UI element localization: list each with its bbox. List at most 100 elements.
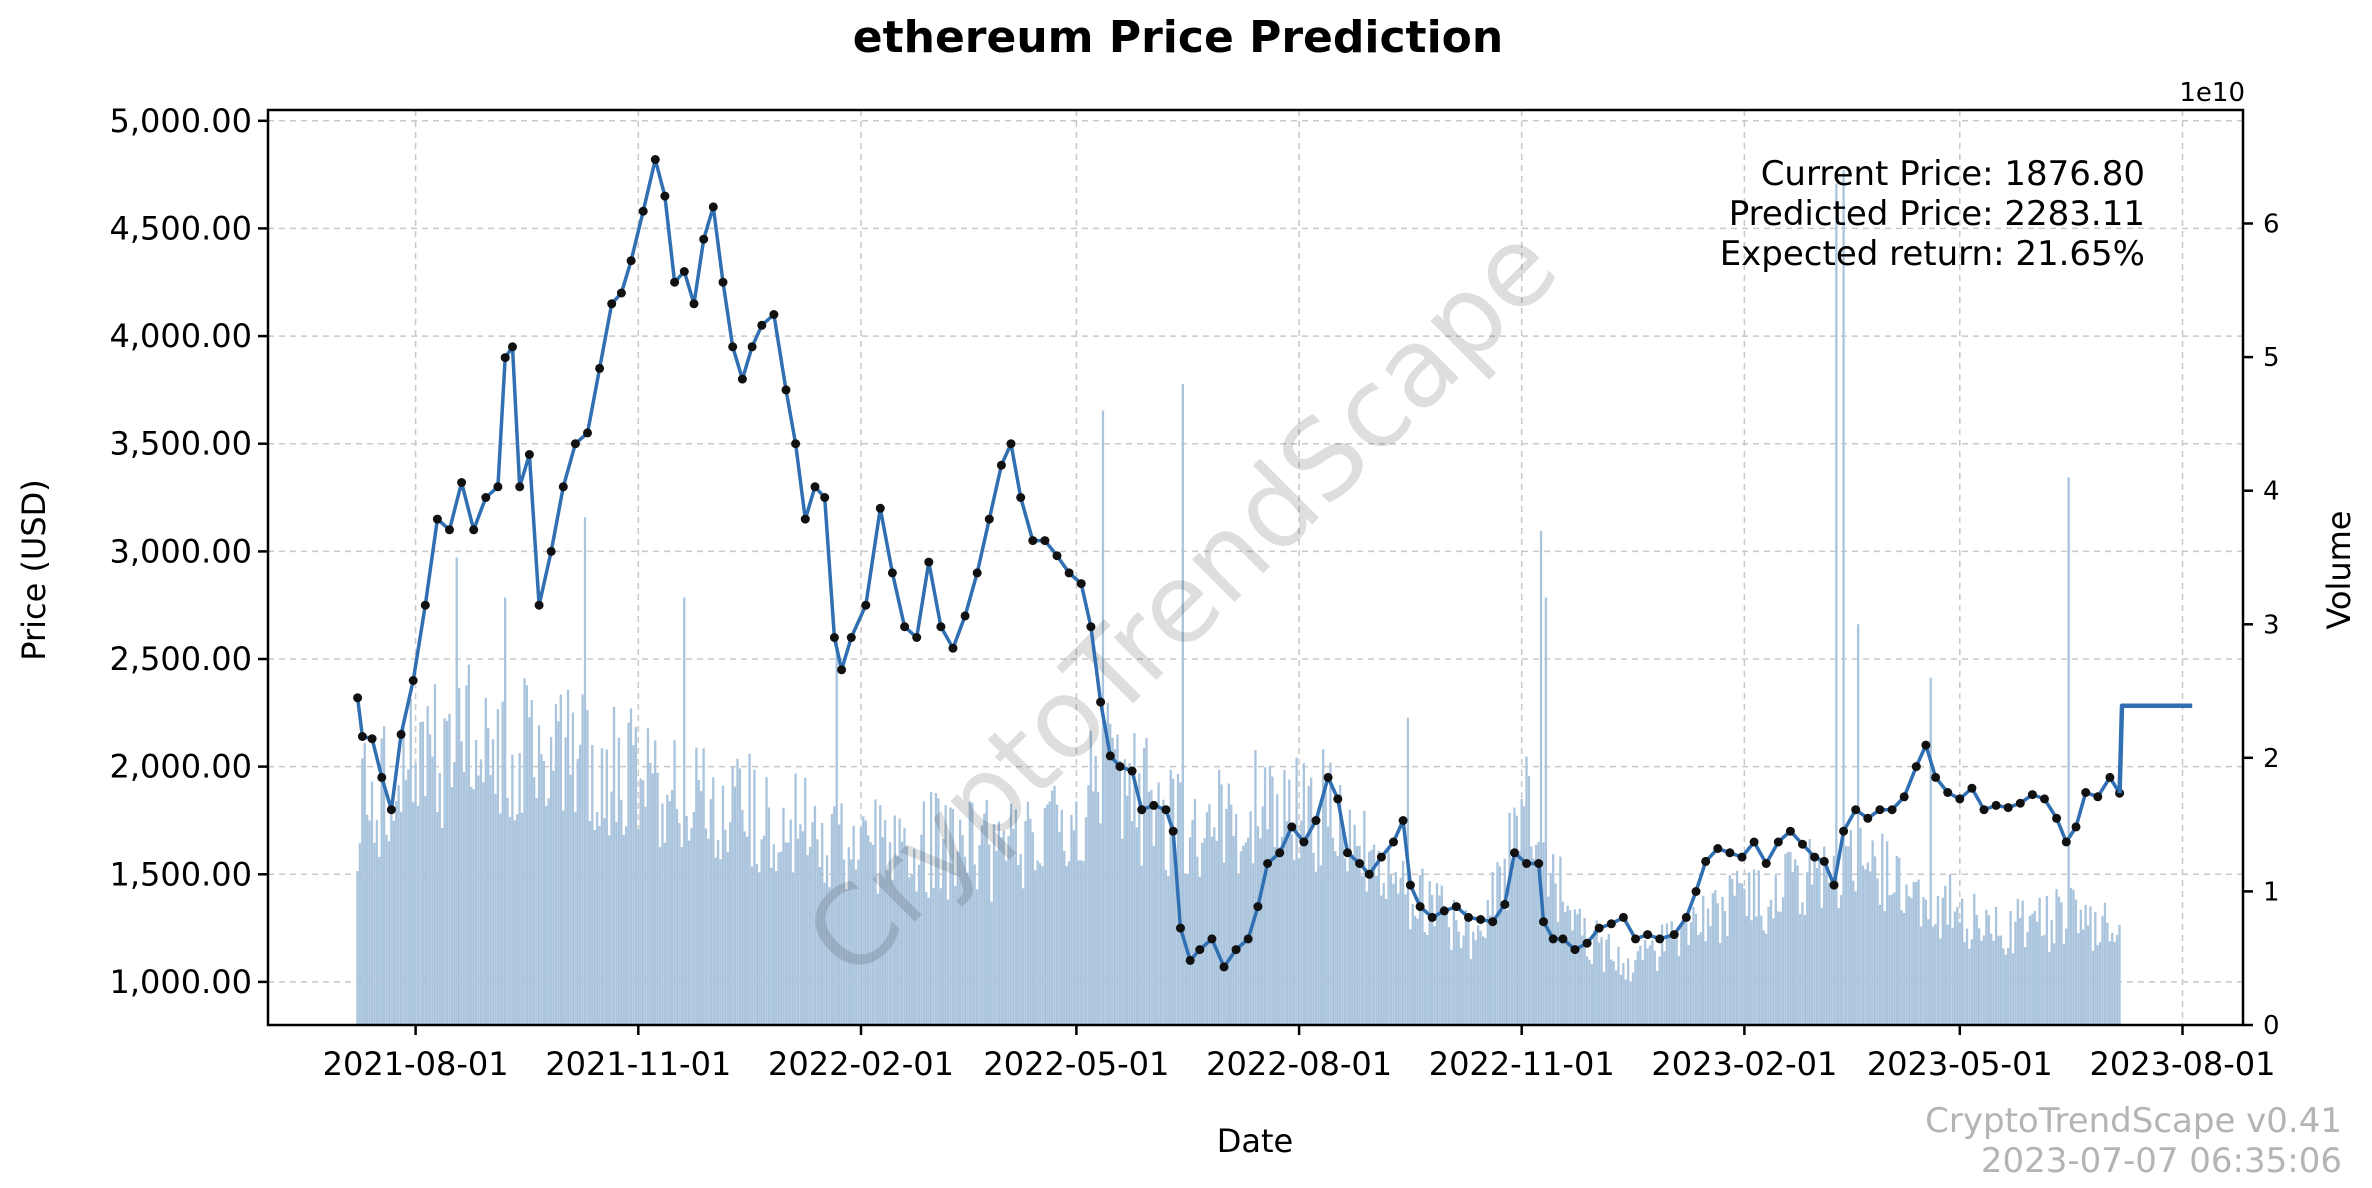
volume-bar — [530, 700, 533, 1025]
volume-bar — [450, 787, 454, 1025]
volume-bar — [472, 789, 475, 1025]
price-point — [837, 665, 847, 675]
volume-bar — [1607, 934, 1610, 1025]
volume-bar — [1430, 894, 1434, 1025]
volume-bar — [1058, 831, 1061, 1025]
volume-bar — [2074, 899, 2078, 1025]
price-point — [1219, 962, 1229, 972]
volume-bar — [1070, 814, 1073, 1025]
price-point — [1875, 805, 1885, 815]
volume-bar — [1699, 932, 1702, 1025]
volume-bar — [1116, 734, 1119, 1025]
volume-bar — [1878, 904, 1882, 1025]
volume-bar — [1745, 916, 1748, 1025]
y-tick-label: 1,000.00 — [110, 963, 253, 1001]
volume-bar — [1428, 881, 1431, 1025]
volume-bar — [770, 867, 773, 1025]
volume-bar — [2091, 950, 2095, 1025]
volume-bar — [707, 838, 710, 1025]
volume-bar — [719, 859, 722, 1025]
price-point — [679, 267, 689, 276]
y2-axis-label: Volume — [2320, 510, 2358, 629]
volume-bar — [867, 835, 870, 1025]
volume-bar — [1251, 863, 1255, 1025]
volume-bar — [1752, 869, 1756, 1025]
volume-bar — [1781, 897, 1785, 1025]
volume-bar — [487, 728, 490, 1025]
volume-bar — [1080, 860, 1083, 1025]
volume-bar — [1941, 897, 1944, 1025]
volume-bar — [1055, 804, 1059, 1025]
volume-bar — [704, 828, 708, 1025]
y2-offset-label: 1e10 — [2179, 78, 2245, 108]
volume-bar — [382, 726, 386, 1025]
price-point — [1376, 852, 1386, 862]
volume-bar — [2062, 943, 2065, 1025]
volume-bar — [1389, 875, 1393, 1025]
price-point — [1311, 816, 1321, 825]
price-point — [810, 482, 820, 492]
volume-bar — [1048, 801, 1051, 1025]
volume-bar — [767, 807, 771, 1025]
volume-bar — [1263, 767, 1267, 1025]
volume-bar — [1987, 915, 1990, 1025]
volume-bar — [1343, 858, 1347, 1025]
volume-bar — [748, 753, 751, 1025]
volume-bar — [1646, 948, 1649, 1025]
volume-bar — [2036, 921, 2039, 1025]
volume-bar — [416, 805, 420, 1025]
volume-bar — [1334, 851, 1337, 1025]
volume-bar — [501, 701, 504, 1025]
volume-bar — [1694, 913, 1698, 1025]
volume-bar — [864, 820, 867, 1025]
price-point — [1028, 536, 1038, 546]
volume-bar — [983, 813, 986, 1025]
volume-bar — [1489, 915, 1492, 1025]
volume-bar — [893, 815, 896, 1025]
volume-bar — [491, 739, 495, 1025]
volume-bar — [1774, 875, 1777, 1025]
volume-bar — [1697, 935, 1700, 1025]
volume-bar — [1075, 801, 1078, 1025]
volume-bar — [2033, 910, 2036, 1025]
price-point — [737, 374, 747, 384]
volume-bar — [1060, 809, 1063, 1025]
volume-bar — [608, 835, 611, 1025]
volume-bar — [1493, 917, 1497, 1025]
volume-bar — [951, 809, 955, 1025]
volume-bar — [1491, 871, 1494, 1025]
volume-bar — [750, 866, 754, 1025]
volume-bar — [1172, 778, 1175, 1025]
volume-bar — [421, 721, 424, 1025]
volume-bar — [724, 829, 727, 1025]
volume-bar — [985, 799, 988, 1025]
volume-bar — [968, 801, 971, 1025]
volume-bar — [453, 762, 456, 1025]
volume-bar — [370, 781, 374, 1025]
volume-bar — [1007, 836, 1010, 1025]
volume-bar — [1510, 872, 1514, 1025]
price-point — [2071, 822, 2081, 832]
price-point — [1643, 930, 1653, 940]
volume-bar — [496, 709, 500, 1025]
volume-bar — [477, 775, 480, 1025]
volume-bar — [1121, 838, 1124, 1025]
volume-bar — [1576, 914, 1579, 1025]
price-point — [1323, 772, 1333, 782]
volume-bar — [2004, 954, 2007, 1025]
volume-bar — [741, 809, 744, 1025]
volume-bar — [1375, 875, 1378, 1025]
volume-bar — [1535, 844, 1538, 1025]
volume-bar — [927, 897, 930, 1025]
volume-bar — [1854, 891, 1857, 1025]
volume-bar — [1418, 875, 1422, 1025]
volume-bar — [1934, 923, 1937, 1025]
volume-bar — [1087, 785, 1090, 1025]
volume-bar — [1046, 804, 1049, 1025]
volume-bar — [433, 684, 437, 1025]
volume-bar — [1484, 937, 1487, 1025]
volume-bar — [1610, 959, 1613, 1025]
volume-bar — [1939, 938, 1942, 1025]
volume-bar — [789, 819, 792, 1025]
